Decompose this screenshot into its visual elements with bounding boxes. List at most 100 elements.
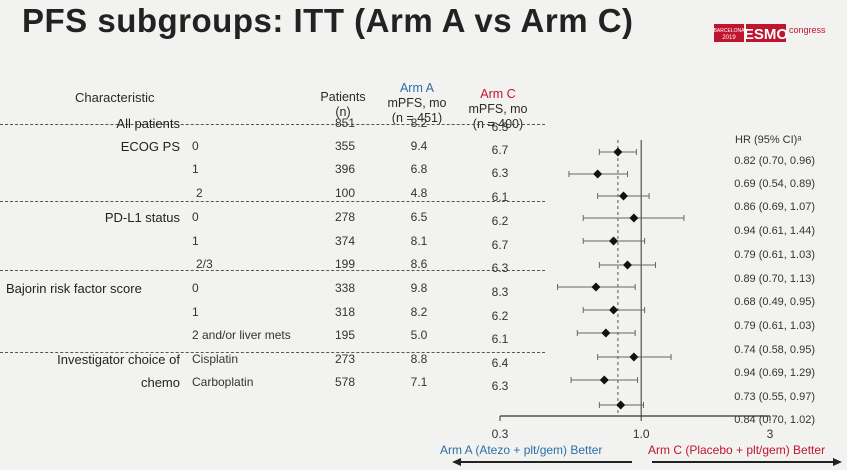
row-subgroup-label: 1 bbox=[192, 234, 199, 248]
svg-text:congress: congress bbox=[789, 25, 826, 35]
hr-point-marker bbox=[623, 260, 633, 270]
svg-text:2019: 2019 bbox=[722, 35, 736, 41]
row-patients: 355 bbox=[334, 139, 356, 153]
row-arm-a-mpfs: 4.8 bbox=[410, 186, 428, 200]
group-separator-ecog bbox=[0, 201, 545, 202]
patients-header-line1: Patients bbox=[320, 90, 366, 104]
hr-point-marker bbox=[616, 400, 626, 410]
hr-point-marker bbox=[609, 305, 619, 315]
group-separator-pdl1 bbox=[0, 270, 545, 271]
row-hr-ci: 0.82 (0.70, 0.96) bbox=[734, 155, 815, 167]
arrow-right-head bbox=[833, 458, 842, 466]
row-arm-c-mpfs: 6.2 bbox=[491, 309, 509, 323]
characteristic-header: Characteristic bbox=[75, 90, 155, 105]
row-arm-c-mpfs: 6.3 bbox=[491, 166, 509, 180]
hr-point-marker bbox=[601, 328, 611, 338]
row-hr-ci: 0.74 (0.58, 0.95) bbox=[734, 344, 815, 356]
row-group-label: Investigator choice of bbox=[57, 352, 180, 367]
row-hr-ci: 0.68 (0.49, 0.95) bbox=[734, 296, 815, 308]
arrow-left-head bbox=[452, 458, 461, 466]
row-subgroup-label: 1 bbox=[192, 305, 199, 319]
arm-c-header: Arm C mPFS, mo (n = 400) bbox=[462, 87, 534, 132]
row-arm-c-mpfs: 8.3 bbox=[491, 285, 509, 299]
row-hr-ci: 0.69 (0.54, 0.89) bbox=[734, 178, 815, 190]
row-group-label: chemo bbox=[140, 375, 180, 390]
hr-point-marker bbox=[593, 169, 603, 179]
row-hr-ci: 0.79 (0.61, 1.03) bbox=[734, 249, 815, 261]
row-subgroup-label: 2 and/or liver mets bbox=[192, 328, 291, 342]
row-hr-ci: 0.84 (0.70, 1.02) bbox=[734, 414, 815, 426]
row-patients: 578 bbox=[334, 375, 356, 389]
hr-point-marker bbox=[599, 375, 609, 385]
row-arm-c-mpfs: 6.1 bbox=[491, 332, 509, 346]
arm-c-metric: mPFS, mo bbox=[468, 102, 528, 116]
header-separator bbox=[0, 124, 545, 125]
row-patients: 273 bbox=[334, 352, 356, 366]
row-arm-a-mpfs: 8.1 bbox=[410, 234, 428, 248]
row-arm-a-mpfs: 8.2 bbox=[410, 305, 428, 319]
row-group-label: All patients bbox=[116, 116, 180, 131]
arm-a-label: Arm A bbox=[399, 81, 435, 95]
arm-a-better-label: Arm A (Atezo + plt/gem) Better bbox=[440, 443, 603, 457]
row-subgroup-label: 0 bbox=[192, 139, 199, 153]
row-hr-ci: 0.94 (0.61, 1.44) bbox=[734, 225, 815, 237]
slide-title: PFS subgroups: ITT (Arm A vs Arm C) bbox=[22, 2, 634, 39]
row-hr-ci: 0.94 (0.69, 1.29) bbox=[734, 367, 815, 379]
row-arm-c-mpfs: 6.7 bbox=[491, 238, 509, 252]
row-arm-a-mpfs: 8.2 bbox=[410, 116, 428, 130]
svg-text:BARCELONA: BARCELONA bbox=[714, 28, 745, 34]
row-subgroup-label: Carboplatin bbox=[192, 375, 254, 389]
row-arm-a-mpfs: 8.8 bbox=[410, 352, 428, 366]
row-patients: 374 bbox=[334, 234, 356, 248]
row-arm-a-mpfs: 6.5 bbox=[410, 210, 428, 224]
row-subgroup-label: 0 bbox=[192, 210, 199, 224]
hr-point-marker bbox=[591, 282, 601, 292]
row-arm-c-mpfs: 6.2 bbox=[491, 214, 509, 228]
row-subgroup-label: 2 bbox=[196, 186, 203, 200]
row-arm-c-mpfs: 6.3 bbox=[491, 120, 509, 134]
row-arm-c-mpfs: 6.4 bbox=[491, 356, 509, 370]
arm-a-metric: mPFS, mo bbox=[387, 96, 447, 110]
row-patients: 278 bbox=[334, 210, 356, 224]
row-patients: 851 bbox=[334, 116, 356, 130]
row-patients: 396 bbox=[334, 162, 356, 176]
x-tick-label: 0.3 bbox=[492, 427, 509, 441]
row-arm-c-mpfs: 6.3 bbox=[491, 261, 509, 275]
row-subgroup-label: 2/3 bbox=[196, 257, 213, 271]
row-patients: 338 bbox=[334, 281, 356, 295]
svg-text:ESMO: ESMO bbox=[744, 26, 789, 43]
x-tick-label: 1.0 bbox=[633, 427, 650, 441]
row-arm-c-mpfs: 6.7 bbox=[491, 143, 509, 157]
row-subgroup-label: 1 bbox=[192, 162, 199, 176]
row-hr-ci: 0.86 (0.69, 1.07) bbox=[734, 201, 815, 213]
patients-header: Patients (n) bbox=[314, 90, 372, 120]
row-arm-a-mpfs: 6.8 bbox=[410, 162, 428, 176]
hr-point-marker bbox=[629, 213, 639, 223]
row-subgroup-label: Cisplatin bbox=[192, 352, 239, 366]
row-subgroup-label: 0 bbox=[192, 281, 199, 295]
patients-header-line2: (n) bbox=[335, 105, 351, 119]
row-arm-a-mpfs: 9.4 bbox=[410, 139, 428, 153]
group-separator-bajorin bbox=[0, 352, 545, 353]
hr-point-marker bbox=[609, 236, 619, 246]
row-patients: 100 bbox=[334, 186, 356, 200]
hr-point-marker bbox=[613, 147, 623, 157]
row-hr-ci: 0.73 (0.55, 0.97) bbox=[734, 391, 815, 403]
row-group-label: ECOG PS bbox=[120, 139, 180, 154]
row-arm-c-mpfs: 6.1 bbox=[491, 190, 509, 204]
row-patients: 195 bbox=[334, 328, 356, 342]
x-tick-label: 3 bbox=[767, 427, 774, 441]
hr-header: HR (95% CI)ᵃ bbox=[735, 134, 802, 146]
esmo-congress-logo: BARCELONA 2019 ESMO congress bbox=[714, 24, 826, 43]
row-arm-a-mpfs: 8.6 bbox=[410, 257, 428, 271]
row-patients: 318 bbox=[334, 305, 356, 319]
arm-a-header: Arm A mPFS, mo (n = 451) bbox=[380, 81, 454, 126]
row-hr-ci: 0.89 (0.70, 1.13) bbox=[734, 273, 815, 285]
arm-c-label: Arm C bbox=[480, 87, 516, 101]
hr-point-marker bbox=[629, 352, 639, 362]
row-patients: 199 bbox=[334, 257, 356, 271]
row-group-label: PD-L1 status bbox=[104, 210, 180, 225]
arm-c-better-label: Arm C (Placebo + plt/gem) Better bbox=[648, 443, 826, 457]
hr-point-marker bbox=[618, 191, 628, 201]
row-hr-ci: 0.79 (0.61, 1.03) bbox=[734, 320, 815, 332]
